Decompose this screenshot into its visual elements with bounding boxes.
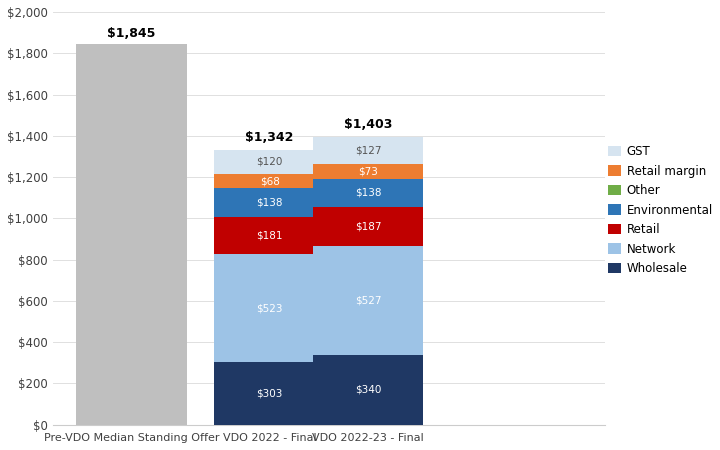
Text: $138: $138 <box>256 198 283 207</box>
Bar <box>76 44 187 425</box>
Text: $1,342: $1,342 <box>246 130 294 144</box>
Bar <box>313 207 423 246</box>
Bar <box>313 179 423 207</box>
Bar <box>313 164 423 179</box>
Text: $303: $303 <box>256 388 283 398</box>
Text: $1,845: $1,845 <box>107 27 156 40</box>
Text: $340: $340 <box>355 385 382 395</box>
Text: $68: $68 <box>260 176 279 186</box>
Text: $1,403: $1,403 <box>344 118 392 131</box>
Bar <box>215 189 325 217</box>
Bar <box>313 246 423 355</box>
Bar <box>313 137 423 164</box>
Text: $523: $523 <box>256 303 283 313</box>
Bar <box>215 149 325 174</box>
Bar <box>215 254 325 362</box>
Bar <box>215 174 325 189</box>
Legend: GST, Retail margin, Other, Environmental, Retail, Network, Wholesale: GST, Retail margin, Other, Environmental… <box>608 145 713 275</box>
Text: $127: $127 <box>355 145 382 156</box>
Bar <box>215 362 325 425</box>
Text: $187: $187 <box>355 221 382 231</box>
Bar <box>215 217 325 254</box>
Text: $120: $120 <box>256 157 283 167</box>
Text: $73: $73 <box>359 166 378 176</box>
Text: $181: $181 <box>256 230 283 241</box>
Text: $138: $138 <box>355 188 382 198</box>
Text: $527: $527 <box>355 295 382 305</box>
Bar <box>313 355 423 425</box>
